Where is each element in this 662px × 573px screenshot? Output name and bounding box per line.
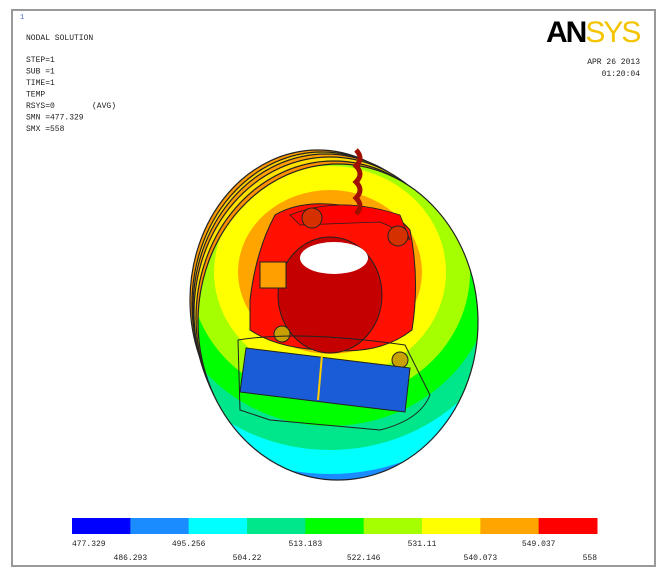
viewport: 1 NODAL SOLUTION STEP=1 SUB =1 TIME=1 TEMP R… bbox=[0, 0, 662, 568]
legend-label: 558 bbox=[583, 554, 598, 563]
legend-swatch bbox=[247, 518, 306, 534]
legend-label: 504.22 bbox=[233, 554, 262, 563]
legend-swatch bbox=[305, 518, 364, 534]
legend-swatch bbox=[130, 518, 189, 534]
legend-swatch bbox=[480, 518, 539, 534]
legend-label: 513.183 bbox=[289, 540, 323, 549]
legend-swatch bbox=[364, 518, 423, 534]
legend-label: 531.11 bbox=[408, 540, 437, 549]
legend-label: 477.329 bbox=[72, 540, 106, 549]
info-line: SMN =477.329 bbox=[26, 114, 84, 123]
info-line: SUB =1 bbox=[26, 68, 55, 77]
info-line: STEP=1 bbox=[26, 56, 55, 65]
avg-label: (AVG) bbox=[92, 102, 116, 111]
legend-swatch bbox=[539, 518, 598, 534]
logo: ANSYS bbox=[546, 16, 640, 49]
info-line: TIME=1 bbox=[26, 79, 55, 88]
legend-label: 540.073 bbox=[464, 554, 498, 563]
result-title: NODAL SOLUTION bbox=[26, 34, 93, 43]
date: APR 26 2013 bbox=[587, 58, 640, 67]
legend-label: 495.256 bbox=[172, 540, 206, 549]
info-line: SMX =558 bbox=[26, 125, 65, 134]
legend-label: 549.037 bbox=[522, 540, 556, 549]
time: 01:20:04 bbox=[602, 70, 641, 79]
info-line: TEMP bbox=[26, 91, 45, 100]
legend-label: 486.293 bbox=[114, 554, 148, 563]
window-marker: 1 bbox=[20, 14, 24, 22]
legend-swatch bbox=[422, 518, 481, 534]
legend-swatch bbox=[189, 518, 248, 534]
legend-label: 522.146 bbox=[347, 554, 381, 563]
legend-swatch bbox=[72, 518, 131, 534]
info-line: RSYS=0 bbox=[26, 102, 55, 111]
